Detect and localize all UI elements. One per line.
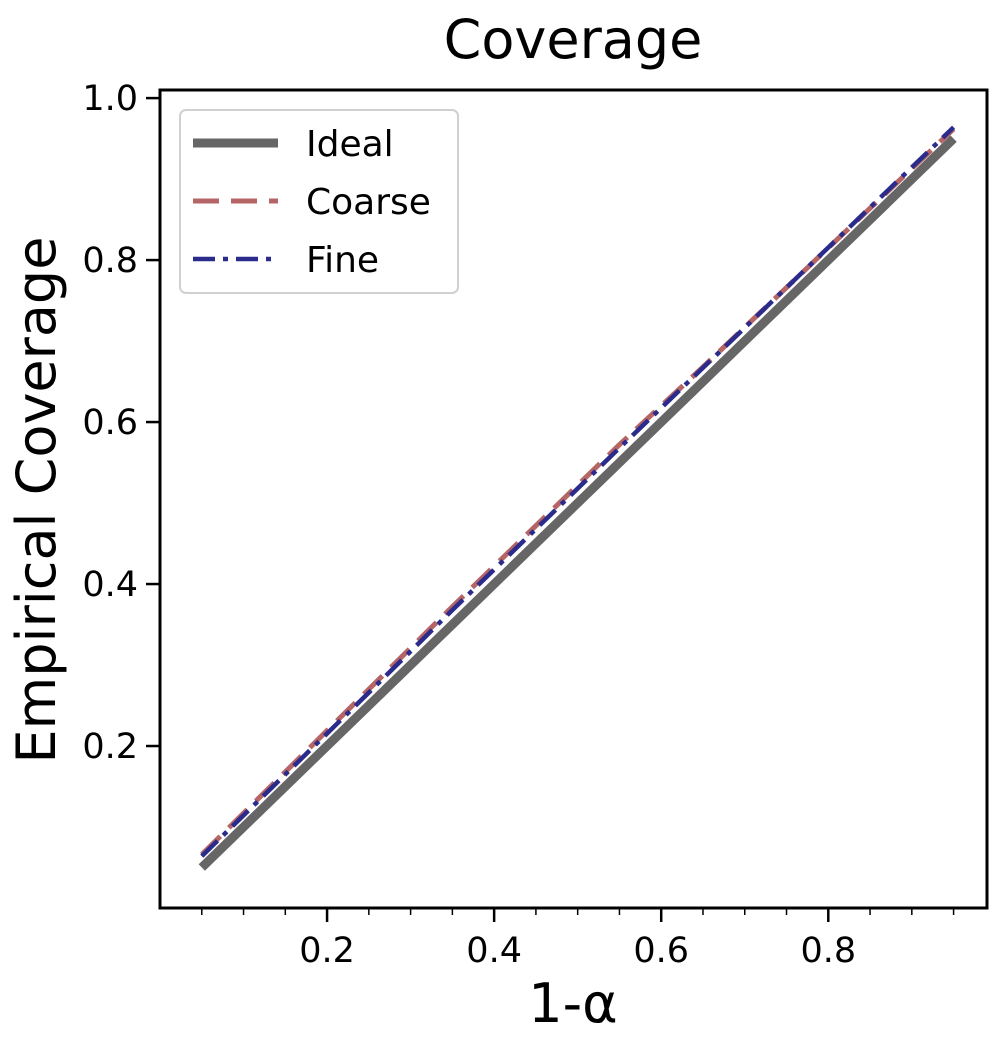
y-tick-label: 1.0: [82, 79, 138, 119]
legend-label-ideal: Ideal: [306, 124, 394, 165]
x-axis-label: 1-α: [528, 972, 617, 1035]
axis-ticks: 0.2 0.4 0.6 0.8 0.2 0.4 0.6 0.8 1.0: [82, 79, 955, 971]
y-tick-label: 0.2: [82, 727, 138, 767]
x-tick-label: 0.4: [466, 931, 522, 971]
legend-label-fine: Fine: [306, 240, 379, 281]
plot-area-frame: [158, 88, 989, 910]
y-tick-label: 0.4: [82, 565, 138, 605]
y-axis-label: Empirical Coverage: [5, 237, 68, 764]
x-tick-label: 0.8: [800, 931, 856, 971]
legend-label-coarse: Coarse: [306, 182, 431, 223]
chart-title: Coverage: [444, 8, 703, 71]
series-line-fine: [200, 125, 956, 858]
y-tick-label: 0.8: [82, 241, 138, 281]
x-tick-label: 0.2: [299, 931, 355, 971]
legend: Ideal Coarse Fine: [179, 109, 459, 294]
x-tick-label: 0.6: [633, 931, 689, 971]
series-lines: [198, 125, 957, 871]
y-tick-label: 0.6: [82, 403, 138, 443]
series-line-ideal: [198, 135, 957, 871]
legend-box: [179, 109, 459, 294]
